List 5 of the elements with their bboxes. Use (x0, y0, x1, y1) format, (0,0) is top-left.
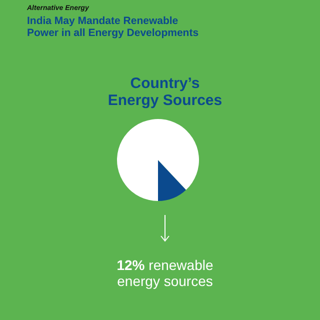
pie-slice (117, 119, 199, 201)
chart-title: India May Mandate Renewable Power in all Energy Developments (27, 15, 199, 39)
chart-subtitle: Country’s Energy Sources (108, 75, 222, 109)
pie-slice (158, 160, 186, 201)
text: 12% renewable energy sources (116, 257, 214, 289)
